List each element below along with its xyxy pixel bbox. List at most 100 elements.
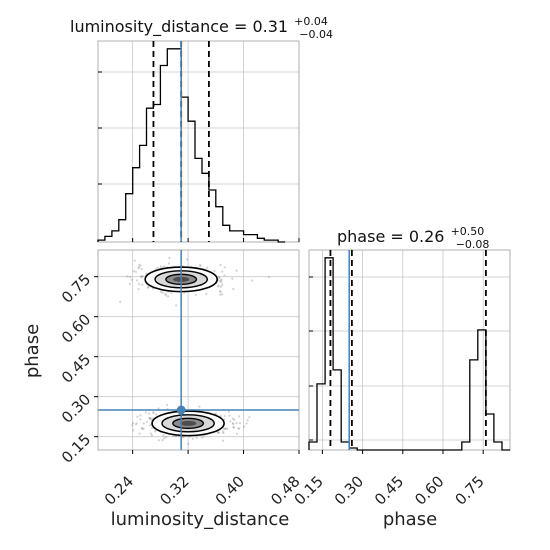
scatter-point xyxy=(150,434,153,437)
scatter-point xyxy=(147,286,150,289)
scatter-point xyxy=(243,425,246,428)
x-tick-label-phase: 0.60 xyxy=(411,472,447,508)
scatter-point xyxy=(156,266,159,270)
scatter-point xyxy=(149,417,152,420)
scatter-point xyxy=(220,278,223,281)
scatter-point xyxy=(175,304,178,307)
tick-labels: 0.24 0.32 0.40 0.480.15 0.30 0.45 0.60 0.750.15… xyxy=(58,270,488,508)
scatter-point xyxy=(126,275,129,278)
scatter-point xyxy=(219,285,223,288)
scatter-point xyxy=(133,259,136,262)
scatter-point xyxy=(139,414,142,417)
scatter-point xyxy=(137,288,140,291)
x-tick-label-luminosity-distance: 0.32 xyxy=(156,472,192,508)
scatter-point xyxy=(221,270,224,273)
scatter-point xyxy=(223,415,226,418)
scatter-point xyxy=(186,258,189,261)
scatter-point xyxy=(148,417,151,420)
scatter-point xyxy=(149,418,152,421)
title-luminosity-distance-minus: −0.04 xyxy=(299,28,333,41)
scatter-point xyxy=(205,293,208,296)
scatter-point xyxy=(166,403,169,407)
y-tick-label-phase: 0.45 xyxy=(58,350,94,386)
scatter-point xyxy=(232,422,235,426)
scatter-point xyxy=(229,420,232,423)
histogram-phase xyxy=(308,257,510,451)
scatter-point xyxy=(142,422,145,425)
scatter-point xyxy=(149,417,152,420)
scatter-point xyxy=(224,427,227,430)
scatter-point xyxy=(128,282,131,285)
scatter-point xyxy=(216,431,219,434)
scatter-point xyxy=(136,279,139,282)
title-luminosity-distance-plus: +0.04 xyxy=(294,15,328,28)
y-tick-label-phase: 0.30 xyxy=(58,390,94,426)
scatter-point xyxy=(141,427,144,431)
scatter-point xyxy=(135,422,138,425)
scatter-point xyxy=(168,256,171,260)
scatter-point xyxy=(219,279,222,282)
x-tick-label-luminosity-distance: 0.40 xyxy=(212,472,248,508)
scatter-point xyxy=(134,423,137,426)
scatter-point xyxy=(226,427,229,430)
scatter-point xyxy=(144,411,147,414)
y-tick-label-phase: 0.75 xyxy=(58,270,94,306)
scatter-point xyxy=(136,415,139,418)
scatter-point xyxy=(214,412,218,415)
scatter-point xyxy=(223,418,226,421)
scatter-point xyxy=(163,437,166,440)
scatter-point xyxy=(248,416,251,419)
scatter-point xyxy=(218,280,222,283)
scatter-point xyxy=(148,412,151,415)
scatter-point xyxy=(137,267,140,270)
scatter-point xyxy=(147,286,150,289)
scatter-point xyxy=(223,266,226,269)
scatter-point xyxy=(223,274,226,277)
panel-frame xyxy=(97,40,300,243)
truth-marker xyxy=(176,405,186,415)
scatter-point xyxy=(221,283,224,286)
scatter-point xyxy=(217,285,220,288)
scatter-point xyxy=(227,410,230,413)
y-axis-label-phase: phase xyxy=(22,324,43,378)
scatter-point xyxy=(140,276,143,279)
scatter-point xyxy=(206,266,209,269)
scatter-point xyxy=(139,264,142,267)
scatter-point xyxy=(119,300,122,303)
scatter-point xyxy=(137,266,140,269)
scatter-point xyxy=(161,291,164,294)
title-luminosity-distance-text: luminosity_distance = 0.31 xyxy=(70,17,288,37)
scatter-point xyxy=(139,418,142,421)
x-tick-label-phase: 0.30 xyxy=(331,472,367,508)
scatter-point xyxy=(221,430,225,433)
scatter-point xyxy=(140,427,143,430)
scatter-point xyxy=(267,275,270,278)
scatter-point xyxy=(235,269,238,272)
scatter-point xyxy=(161,439,164,442)
scatter-point xyxy=(154,430,157,433)
scatter-point xyxy=(152,412,155,415)
scatter-point xyxy=(155,413,158,416)
scatter-point xyxy=(152,411,155,414)
scatter-point xyxy=(137,283,141,286)
scatter-point xyxy=(199,263,202,266)
scatter-point xyxy=(219,414,222,418)
x-tick-label-phase: 0.75 xyxy=(451,472,487,508)
scatter-point xyxy=(238,422,241,425)
scatter-point xyxy=(134,270,138,273)
scatter-point xyxy=(251,279,254,282)
panel-luminosity-distance-histogram xyxy=(97,40,300,243)
scatter-point xyxy=(237,427,241,430)
scatter-point xyxy=(132,270,135,273)
title-phase-text: phase = 0.26 xyxy=(337,227,444,246)
title-luminosity-distance: luminosity_distance = 0.31 +0.04 −0.04 xyxy=(70,10,333,41)
scatter-point xyxy=(164,294,167,297)
scatter-point xyxy=(219,263,222,267)
scatter-point xyxy=(235,421,238,425)
scatter-point xyxy=(151,426,154,429)
panel-frame xyxy=(97,249,300,451)
scatter-point xyxy=(130,278,134,281)
scatter-point xyxy=(164,292,167,296)
x-axis-label-luminosity-distance: luminosity_distance xyxy=(111,509,290,530)
y-tick-label-phase: 0.15 xyxy=(58,430,94,466)
